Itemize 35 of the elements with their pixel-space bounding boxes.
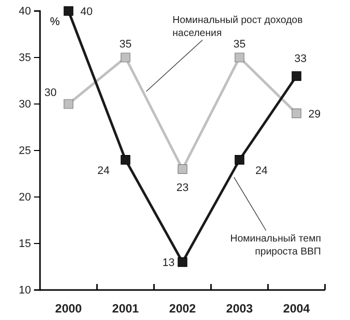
data-label: 23	[176, 182, 189, 194]
point	[234, 155, 244, 165]
text: Номинальный рост доходов населения	[172, 15, 303, 39]
y-tick-label: 30	[18, 98, 31, 111]
x-tick-label: 2000	[55, 302, 82, 316]
y-tick-label: 40	[18, 6, 31, 18]
data-label: 13	[162, 257, 175, 270]
y-tick-label: 10	[18, 284, 31, 297]
data-label: 30	[44, 87, 57, 99]
data-label: 40	[80, 6, 93, 18]
point	[178, 164, 188, 174]
data-label: 35	[233, 38, 246, 50]
point	[120, 52, 130, 62]
y-tick-label: 35	[18, 52, 31, 64]
text: Номинальный темп прироста ВВП	[230, 234, 321, 258]
x-tick-label: 2004	[283, 302, 310, 316]
point	[234, 52, 244, 62]
y-tick-label: 25	[18, 145, 31, 158]
point	[292, 108, 302, 118]
y-tick-label: 15	[18, 238, 31, 250]
x-tick-label: 2001	[112, 302, 140, 316]
y-axis-title: %	[50, 16, 60, 28]
x-tick-label: 2003	[226, 302, 254, 316]
y-tick-label: 20	[18, 192, 31, 204]
data-label: 29	[308, 108, 321, 120]
data-label: 24	[97, 164, 110, 177]
data-label: 24	[255, 164, 268, 177]
point	[178, 257, 188, 267]
x-tick-label: 2002	[169, 302, 196, 316]
point	[64, 6, 74, 16]
point	[292, 71, 302, 81]
data-label: 33	[294, 53, 307, 66]
data-label: 35	[119, 38, 132, 50]
point	[64, 99, 74, 109]
point	[120, 155, 130, 165]
